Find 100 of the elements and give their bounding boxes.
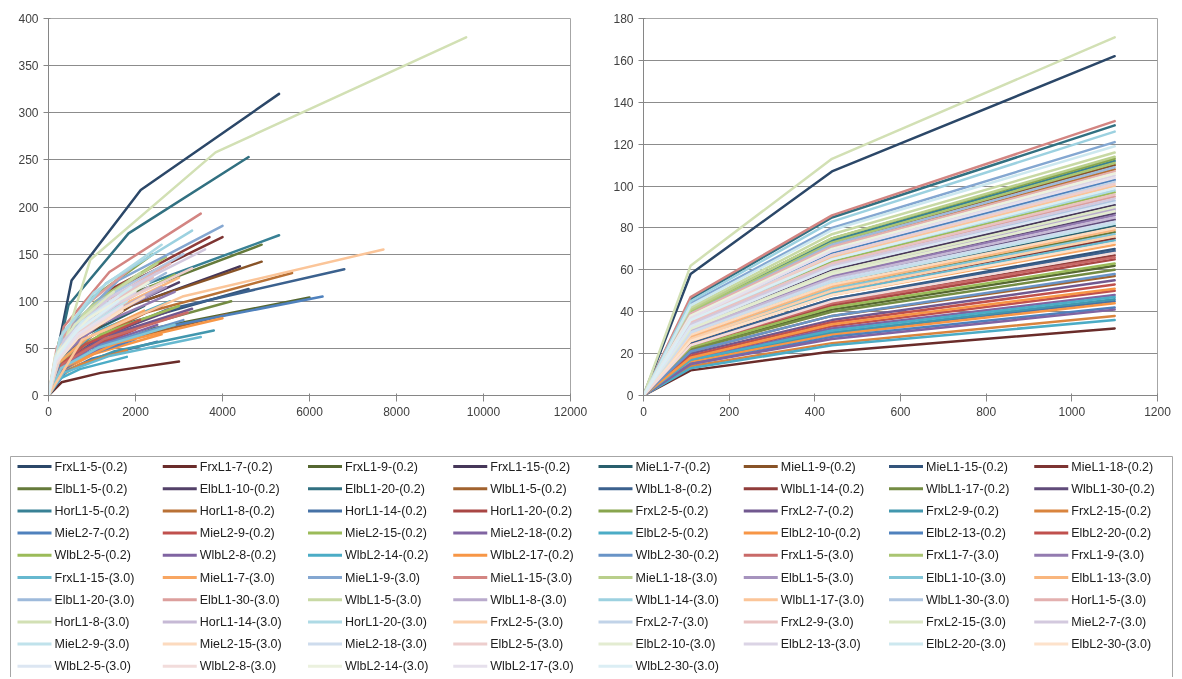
- y-tick-label: 350: [18, 59, 39, 74]
- legend-label: ElbL2-5-(0.2): [635, 526, 709, 541]
- x-tick-label: 0: [640, 404, 648, 419]
- legend-label: FrxL1-15-(0.2): [490, 459, 571, 474]
- legend-label: HorL1-14-(3.0): [199, 614, 282, 629]
- legend-label: WlbL1-8-(3.0): [490, 592, 567, 607]
- y-tick-label: 100: [613, 179, 634, 194]
- legend-label: WlbL1-8-(0.2): [635, 481, 712, 496]
- x-tick-label: 8000: [383, 404, 411, 419]
- legend-label: MieL1-18-(3.0): [635, 570, 718, 585]
- legend-label: MieL1-18-(0.2): [1071, 459, 1154, 474]
- legend-label: ElbL1-10-(0.2): [199, 481, 280, 496]
- legend-label: WlbL2-8-(3.0): [199, 659, 277, 674]
- x-tick-label: 6000: [296, 404, 324, 419]
- x-tick-label: 2000: [122, 404, 150, 419]
- legend-label: MieL1-15-(3.0): [490, 570, 573, 585]
- legend-label: ElbL2-13-(3.0): [780, 637, 861, 652]
- x-tick-label: 400: [804, 404, 826, 419]
- legend-label: ElbL2-13-(0.2): [926, 526, 1006, 541]
- legend-label: WlbL1-30-(0.2): [1071, 481, 1155, 496]
- legend-label: MieL1-7-(3.0): [199, 570, 275, 585]
- y-tick-label: 120: [613, 137, 634, 152]
- legend-label: HorL1-8-(0.2): [199, 503, 275, 518]
- legend-label: ElbL1-5-(0.2): [54, 481, 128, 496]
- y-tick-label: 300: [18, 106, 39, 121]
- legend-label: FrxL1-5-(0.2): [54, 459, 128, 474]
- legend-label: MieL2-7-(3.0): [1071, 614, 1147, 629]
- y-tick-label: 180: [613, 12, 634, 26]
- legend-label: WlbL1-14-(0.2): [780, 481, 865, 496]
- legend-label: HorL1-14-(0.2): [345, 503, 427, 518]
- legend-label: ElbL2-10-(0.2): [780, 526, 861, 541]
- x-tick-label: 4000: [209, 404, 237, 419]
- legend-label: HorL1-8-(3.0): [54, 614, 130, 629]
- y-tick-label: 160: [613, 53, 634, 68]
- legend-label: MieL2-7-(0.2): [54, 526, 130, 541]
- legend-label: MieL1-9-(3.0): [345, 570, 421, 585]
- y-tick-label: 200: [18, 200, 39, 215]
- legend-label: ElbL1-13-(3.0): [1071, 570, 1152, 585]
- legend-label: ElbL2-5-(3.0): [490, 637, 564, 652]
- legend-label: FrxL2-15-(3.0): [926, 614, 1006, 629]
- legend-label: FrxL2-15-(0.2): [1071, 503, 1152, 518]
- legend-label: ElbL2-30-(3.0): [1071, 637, 1152, 652]
- legend-label: FrxL2-9-(0.2): [926, 503, 999, 518]
- y-tick-label: 100: [18, 294, 39, 309]
- legend-label: HorL1-5-(3.0): [1071, 592, 1147, 607]
- legend-label: FrxL1-9-(3.0): [1071, 548, 1145, 563]
- legend-label: ElbL1-20-(0.2): [345, 481, 425, 496]
- legend-label: FrxL1-5-(3.0): [780, 548, 854, 563]
- legend-label: ElbL2-20-(3.0): [926, 637, 1006, 652]
- legend-label: FrxL2-5-(3.0): [490, 614, 564, 629]
- y-tick-label: 40: [620, 305, 634, 320]
- legend-label: WlbL2-30-(3.0): [635, 659, 719, 674]
- y-tick-label: 150: [18, 247, 39, 262]
- legend-label: MieL1-15-(0.2): [926, 459, 1008, 474]
- y-tick-label: 400: [18, 12, 39, 26]
- x-tick-label: 600: [890, 404, 911, 419]
- y-tick-label: 50: [25, 341, 39, 356]
- legend-label: WlbL1-5-(0.2): [490, 481, 567, 496]
- x-tick-label: 12000: [553, 404, 588, 419]
- legend-label: FrxL1-7-(3.0): [926, 548, 999, 563]
- legend-label: ElbL2-10-(3.0): [635, 637, 716, 652]
- y-tick-label: 250: [18, 153, 39, 168]
- x-tick-label: 800: [976, 404, 997, 419]
- legend-label: HorL1-5-(0.2): [54, 503, 130, 518]
- legend-label: MieL2-18-(3.0): [345, 637, 427, 652]
- legend-label: WlbL1-5-(3.0): [345, 592, 422, 607]
- y-tick-label: 20: [620, 347, 634, 362]
- legend-label: WlbL2-14-(0.2): [345, 548, 429, 563]
- y-tick-label: 80: [620, 221, 634, 236]
- legend-label: MieL2-9-(3.0): [54, 637, 130, 652]
- legend-label: WlbL1-17-(3.0): [780, 592, 865, 607]
- legend-label: ElbL1-10-(3.0): [926, 570, 1006, 585]
- legend-label: WlbL2-17-(3.0): [490, 659, 574, 674]
- legend-label: MieL2-18-(0.2): [490, 526, 573, 541]
- legend-label: MieL2-15-(3.0): [199, 637, 282, 652]
- legend-label: ElbL1-30-(3.0): [199, 592, 280, 607]
- legend-label: MieL2-9-(0.2): [199, 526, 275, 541]
- y-tick-label: 0: [626, 389, 634, 403]
- legend-label: FrxL2-7-(3.0): [635, 614, 709, 629]
- legend-label: FrxL2-5-(0.2): [635, 503, 709, 518]
- legend-label: WlbL2-5-(0.2): [54, 548, 131, 563]
- y-tick-label: 60: [620, 263, 634, 278]
- legend-label: WlbL2-14-(3.0): [345, 659, 429, 674]
- legend-label: WlbL2-5-(3.0): [54, 659, 131, 674]
- legend-label: WlbL1-30-(3.0): [926, 592, 1010, 607]
- legend-label: ElbL1-20-(3.0): [54, 592, 135, 607]
- x-tick-label: 200: [719, 404, 740, 419]
- legend-label: WlbL2-30-(0.2): [635, 548, 719, 563]
- legend-label: FrxL1-15-(3.0): [54, 570, 135, 585]
- y-tick-label: 140: [613, 95, 634, 110]
- x-tick-label: 10000: [466, 404, 501, 419]
- legend-label: FrxL2-7-(0.2): [780, 503, 854, 518]
- legend-label: FrxL1-9-(0.2): [345, 459, 418, 474]
- legend-label: ElbL1-5-(3.0): [780, 570, 854, 585]
- y-tick-label: 0: [31, 389, 39, 403]
- legend-label: WlbL2-8-(0.2): [199, 548, 277, 563]
- x-tick-label: 1200: [1144, 404, 1172, 419]
- legend-label: HorL1-20-(0.2): [490, 503, 573, 518]
- x-tick-label: 0: [45, 404, 53, 419]
- legend-label: WlbL1-14-(3.0): [635, 592, 719, 607]
